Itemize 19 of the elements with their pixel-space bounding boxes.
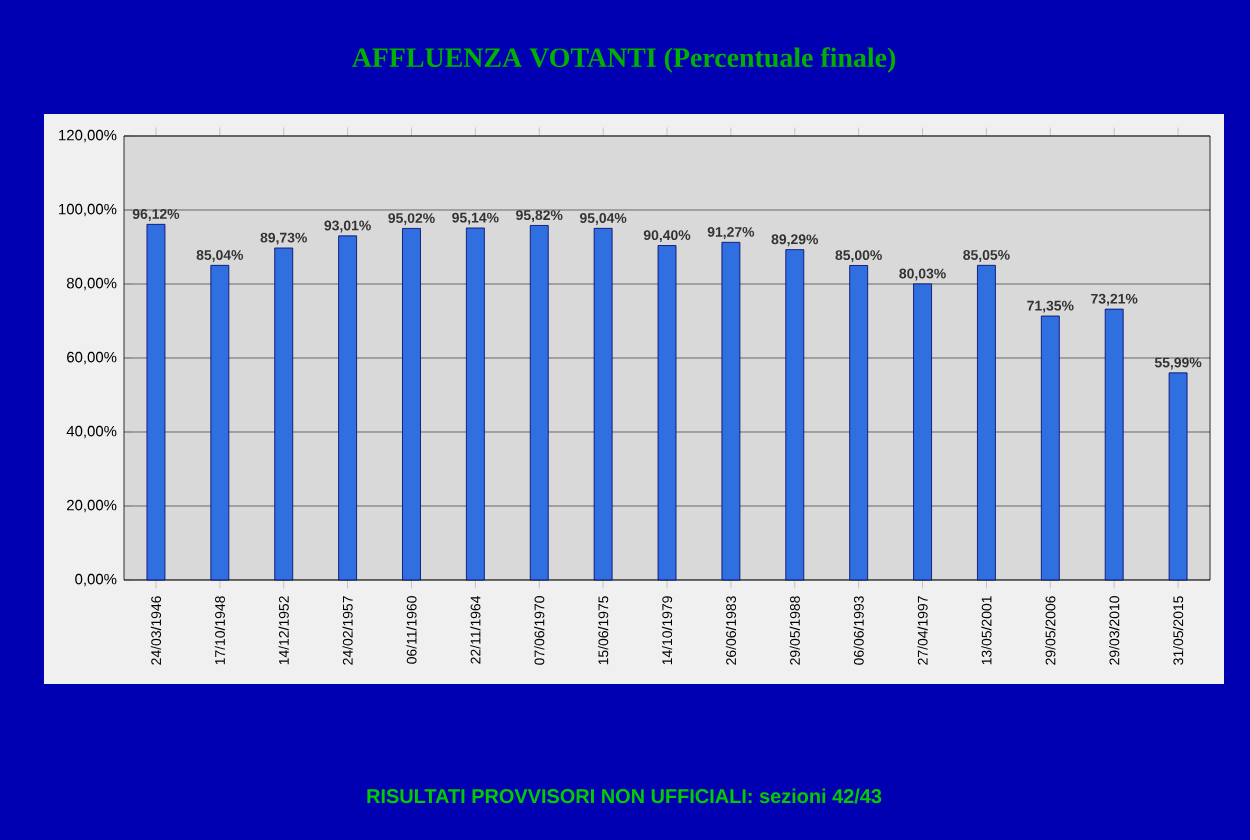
bar [402,228,421,581]
bar [210,264,230,581]
bar [274,247,294,581]
bar [465,227,485,581]
text: RISULTATI PROVVISORI NON UFFICIALI: sezioni 42/43 [367,788,882,804]
bar [146,223,166,581]
bar [785,249,805,581]
bar [529,225,549,581]
bar [593,227,613,581]
bar [721,241,741,581]
bar [977,264,996,581]
bar [849,265,869,581]
bar [338,235,357,581]
bar [1040,315,1060,581]
bar [1168,372,1188,581]
bar [913,283,932,581]
chart-title: AFFLUENZA VOTANTI (Percentuale finale) [351,47,896,73]
bar [1104,308,1124,581]
bar [657,245,677,581]
